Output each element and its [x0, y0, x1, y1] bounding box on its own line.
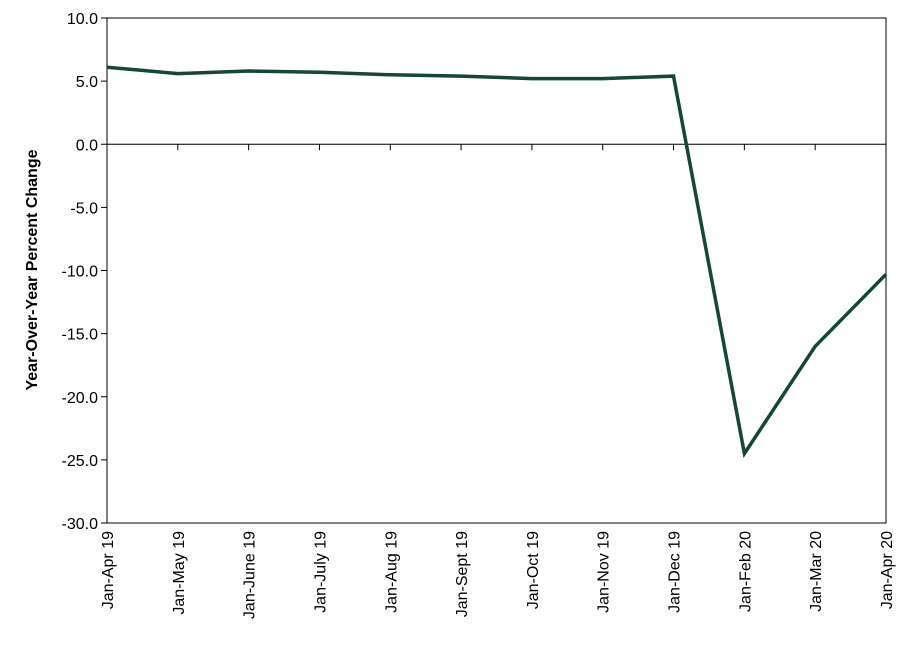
y-tick-label: 5.0	[76, 74, 98, 91]
y-tick-label: -10.0	[62, 264, 99, 281]
x-tick-label: Jan-June 19	[242, 531, 259, 619]
x-tick-label: Jan-May 19	[171, 531, 188, 615]
x-tick-label: Jan-Feb 20	[737, 531, 754, 612]
series-line	[106, 65, 888, 459]
plot-frame	[106, 17, 887, 524]
x-tick-label: Jan-Apr 19	[100, 531, 117, 609]
y-tick-label: -30.0	[62, 516, 99, 533]
x-tick-label: Jan-July 19	[312, 531, 329, 613]
y-axis-title: Year-Over-Year Percent Change	[24, 149, 41, 390]
y-tick-label: -20.0	[62, 390, 99, 407]
x-tick-label: Jan-Aug 19	[383, 531, 400, 613]
x-tick-label: Jan-Oct 19	[525, 531, 542, 609]
x-tick-label: Jan-Sept 19	[454, 531, 471, 617]
y-tick-label: -5.0	[70, 200, 98, 217]
y-tick-label: -15.0	[62, 327, 99, 344]
x-tick-label: Jan-Dec 19	[667, 531, 684, 613]
x-tick-label: Jan-Apr 20	[879, 531, 896, 609]
y-tick-label: 10.0	[67, 11, 98, 28]
x-tick-label: Jan-Nov 19	[596, 531, 613, 613]
y-tick-label: -25.0	[62, 453, 99, 470]
x-tick-label: Jan-Mar 20	[808, 531, 825, 612]
y-tick-label: 0.0	[76, 137, 98, 154]
